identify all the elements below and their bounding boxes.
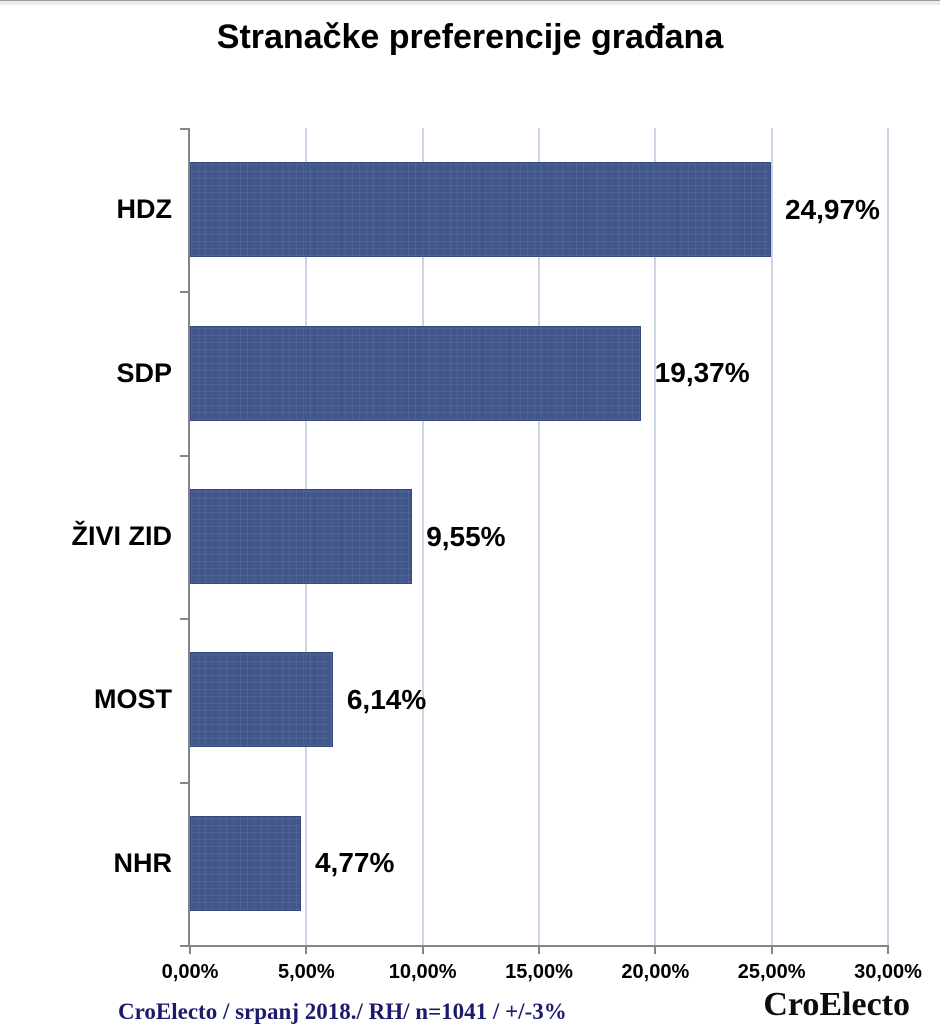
x-axis-tick xyxy=(538,945,540,954)
x-axis-tick xyxy=(189,945,191,954)
x-axis-tick xyxy=(421,945,424,954)
y-axis-line xyxy=(188,128,190,947)
category-label: SDP xyxy=(116,357,172,388)
gridline-5pct xyxy=(305,128,308,945)
chart-title: Stranačke preferencije građana xyxy=(216,18,724,56)
gridline-25pct xyxy=(770,128,773,945)
value-label: 6,14% xyxy=(346,683,427,715)
gridline-10pct xyxy=(421,128,424,945)
x-axis-tick-label: 25,00% xyxy=(737,961,806,983)
x-axis-tick xyxy=(305,945,308,954)
bar-hdz xyxy=(190,162,771,258)
x-axis-tick-label: 15,00% xyxy=(505,961,573,983)
category-label: ŽIVI ZID xyxy=(71,521,173,551)
bar-živi-zid xyxy=(190,489,413,584)
gridline-20pct xyxy=(654,128,657,945)
x-axis-tick xyxy=(654,945,657,954)
value-label: 19,37% xyxy=(654,357,750,389)
gridline-30pct xyxy=(887,128,889,945)
category-label: MOST xyxy=(94,684,172,715)
y-axis-tick xyxy=(180,945,189,947)
source-note: CroElecto / srpanj 2018./ RH/ n=1041 / +… xyxy=(118,999,567,1024)
x-axis-tick-label: 0,00% xyxy=(161,961,219,983)
brand-logo-text: CroElecto xyxy=(763,986,910,1023)
value-label: 24,97% xyxy=(784,193,880,225)
category-label: NHR xyxy=(113,847,173,878)
x-axis-tick-label: 10,00% xyxy=(388,961,457,983)
y-axis-tick xyxy=(180,781,189,784)
y-axis-tick xyxy=(180,291,189,294)
bar-nhr xyxy=(190,815,301,911)
gridline-15pct xyxy=(538,128,540,945)
x-axis-tick xyxy=(887,945,889,954)
x-axis-tick-label: 20,00% xyxy=(621,961,690,983)
bar-most xyxy=(190,652,333,748)
y-axis-tick xyxy=(180,128,189,130)
x-axis-tick-label: 30,00% xyxy=(854,961,922,983)
y-axis-tick xyxy=(180,618,189,621)
x-axis-tick-label: 5,00% xyxy=(277,961,335,983)
bar-sdp xyxy=(190,325,641,421)
y-axis-tick xyxy=(180,454,189,457)
category-label: HDZ xyxy=(116,194,173,225)
value-label: 4,77% xyxy=(314,847,395,879)
window-edge xyxy=(0,0,940,5)
x-axis-tick xyxy=(770,945,773,954)
value-label: 9,55% xyxy=(426,520,506,552)
